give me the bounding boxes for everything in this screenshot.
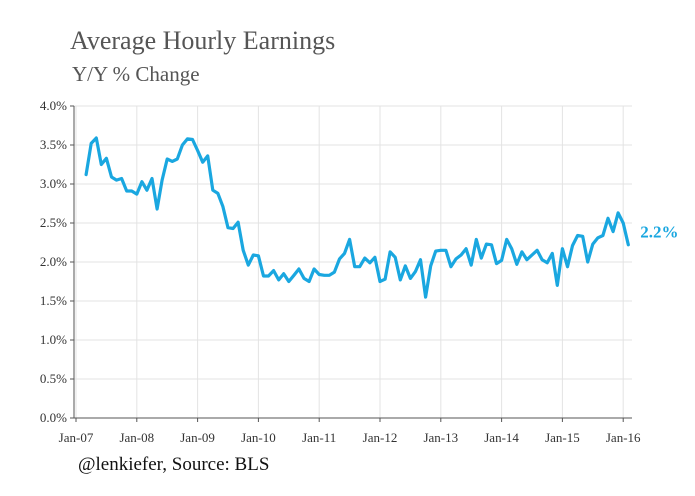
y-tick-label: 3.5% [40,137,67,152]
x-tick-label: Jan-07 [59,430,94,445]
y-tick-label: 0.5% [40,371,67,386]
axes [70,105,632,422]
source-note: @lenkiefer, Source: BLS [78,454,270,475]
tick-labels: 0.0% 0.5% 1.0% 1.5% 2.0% 2.5% 3.0% 3.5% 4.0% Jan-… [40,98,641,445]
x-tick-label: Jan-10 [241,430,276,445]
chart-title: Average Hourly Earnings [70,26,336,55]
y-tick-label: 2.5% [40,215,67,230]
x-tick-label: Jan-11 [302,430,336,445]
y-tick-label: 4.0% [40,98,67,113]
y-tick-label: 1.5% [40,293,67,308]
x-tick-label: Jan-08 [119,430,154,445]
y-tick-label: 0.0% [40,410,67,425]
y-tick-label: 1.0% [40,332,67,347]
chart-subtitle: Y/Y % Change [72,62,200,86]
y-tick-label: 3.0% [40,176,67,191]
x-tick-label: Jan-16 [606,430,641,445]
x-tick-label: Jan-14 [484,430,519,445]
x-tick-label: Jan-12 [363,430,398,445]
x-tick-label: Jan-13 [423,430,458,445]
y-tick-label: 2.0% [40,254,67,269]
end-value-label: 2.2% [640,222,678,241]
earnings-series-line [84,136,630,299]
x-tick-label: Jan-15 [545,430,580,445]
series-layer: 2.2% [84,136,679,299]
x-tick-label: Jan-09 [180,430,215,445]
